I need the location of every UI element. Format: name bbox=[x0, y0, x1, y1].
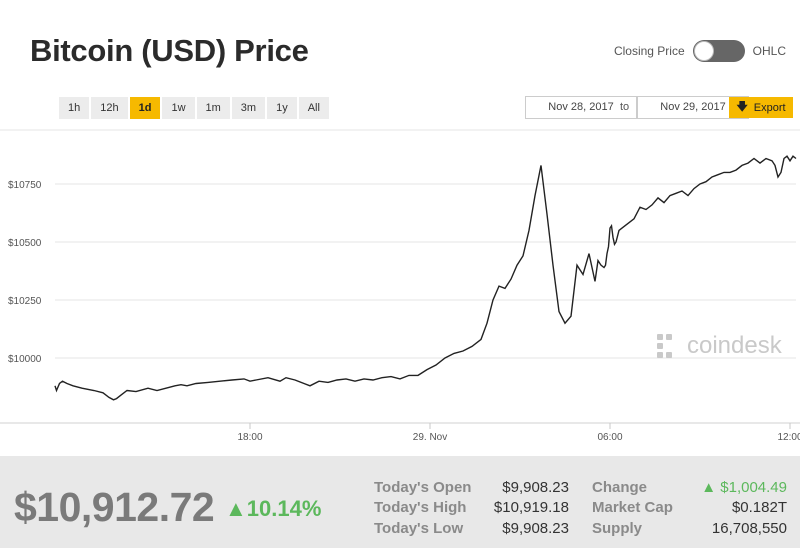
range-button-3m[interactable]: 3m bbox=[231, 97, 266, 119]
range-button-1d[interactable]: 1d bbox=[129, 97, 161, 119]
stat-label: Today's High bbox=[374, 499, 467, 516]
range-button-1m[interactable]: 1m bbox=[196, 97, 230, 119]
y-tick-label: $10250 bbox=[8, 296, 42, 307]
download-arrow-icon: 🡇 bbox=[736, 101, 748, 113]
date-to-input[interactable]: Nov 29, 2017 bbox=[637, 96, 749, 119]
stat-label: Today's Low bbox=[374, 520, 464, 537]
stat-value: $9,908.23 bbox=[502, 520, 569, 537]
watermark-text: coindesk bbox=[687, 332, 782, 359]
range-button-all[interactable]: All bbox=[298, 97, 329, 119]
price-mode-toggle-group: Closing Price OHLC bbox=[614, 40, 786, 62]
closing-price-label: Closing Price bbox=[613, 44, 685, 58]
ohlc-label: OHLC bbox=[752, 44, 786, 58]
y-tick-label: $10500 bbox=[8, 238, 42, 249]
export-label: Export bbox=[753, 101, 786, 114]
y-tick-label: $10750 bbox=[8, 180, 42, 191]
price-mode-toggle[interactable] bbox=[692, 40, 745, 62]
price-line bbox=[54, 155, 797, 401]
current-price: $10,912.72 bbox=[14, 484, 215, 530]
y-axis-ticks: $10750 $10500 $10250 $10000 bbox=[8, 180, 42, 365]
x-tick-label: 12:00 bbox=[777, 432, 800, 443]
page-title: Bitcoin (USD) Price bbox=[30, 33, 309, 68]
y-tick-label: $10000 bbox=[8, 354, 42, 365]
stat-value: ▲ $1,004.49 bbox=[701, 479, 787, 496]
range-button-1y[interactable]: 1y bbox=[267, 97, 297, 119]
change-percent: ▲10.14% bbox=[225, 496, 322, 521]
stat-value: 16,708,550 bbox=[711, 520, 787, 537]
price-summary-footer: $10,912.72 ▲10.14% Today's Open $9,908.2… bbox=[0, 456, 800, 548]
stat-label: Market Cap bbox=[592, 499, 673, 516]
date-from-input[interactable]: Nov 28, 2017 bbox=[525, 96, 637, 119]
stat-value: $10,919.18 bbox=[493, 499, 569, 516]
x-tick-label: 18:00 bbox=[237, 432, 262, 443]
stat-value: $9,908.23 bbox=[502, 479, 569, 496]
x-tick-label: 06:00 bbox=[597, 432, 622, 443]
price-chart: $10750 $10500 $10250 $10000 18:00 29. Nov 06:… bbox=[0, 129, 800, 443]
stat-label: Supply bbox=[592, 520, 643, 537]
range-selector: 1h 12h 1d 1w 1m 3m 1y All bbox=[59, 97, 329, 119]
export-button[interactable]: 🡇 Export bbox=[729, 97, 793, 118]
x-axis-ticks: 18:00 29. Nov 06:00 12:00 bbox=[237, 423, 800, 443]
stat-value: $0.182T bbox=[731, 499, 787, 516]
range-button-1h[interactable]: 1h bbox=[59, 97, 90, 119]
coindesk-logo-icon bbox=[657, 334, 681, 358]
range-button-1w[interactable]: 1w bbox=[162, 97, 195, 119]
toggle-knob[interactable] bbox=[693, 41, 714, 61]
range-button-12h[interactable]: 12h bbox=[91, 97, 128, 119]
date-to-label: to bbox=[620, 101, 630, 113]
stat-label: Today's Open bbox=[374, 479, 472, 496]
chart-grid bbox=[0, 129, 800, 424]
coindesk-watermark: coindesk bbox=[657, 332, 782, 360]
x-tick-label: 29. Nov bbox=[413, 432, 447, 443]
stat-label: Change bbox=[592, 479, 648, 496]
